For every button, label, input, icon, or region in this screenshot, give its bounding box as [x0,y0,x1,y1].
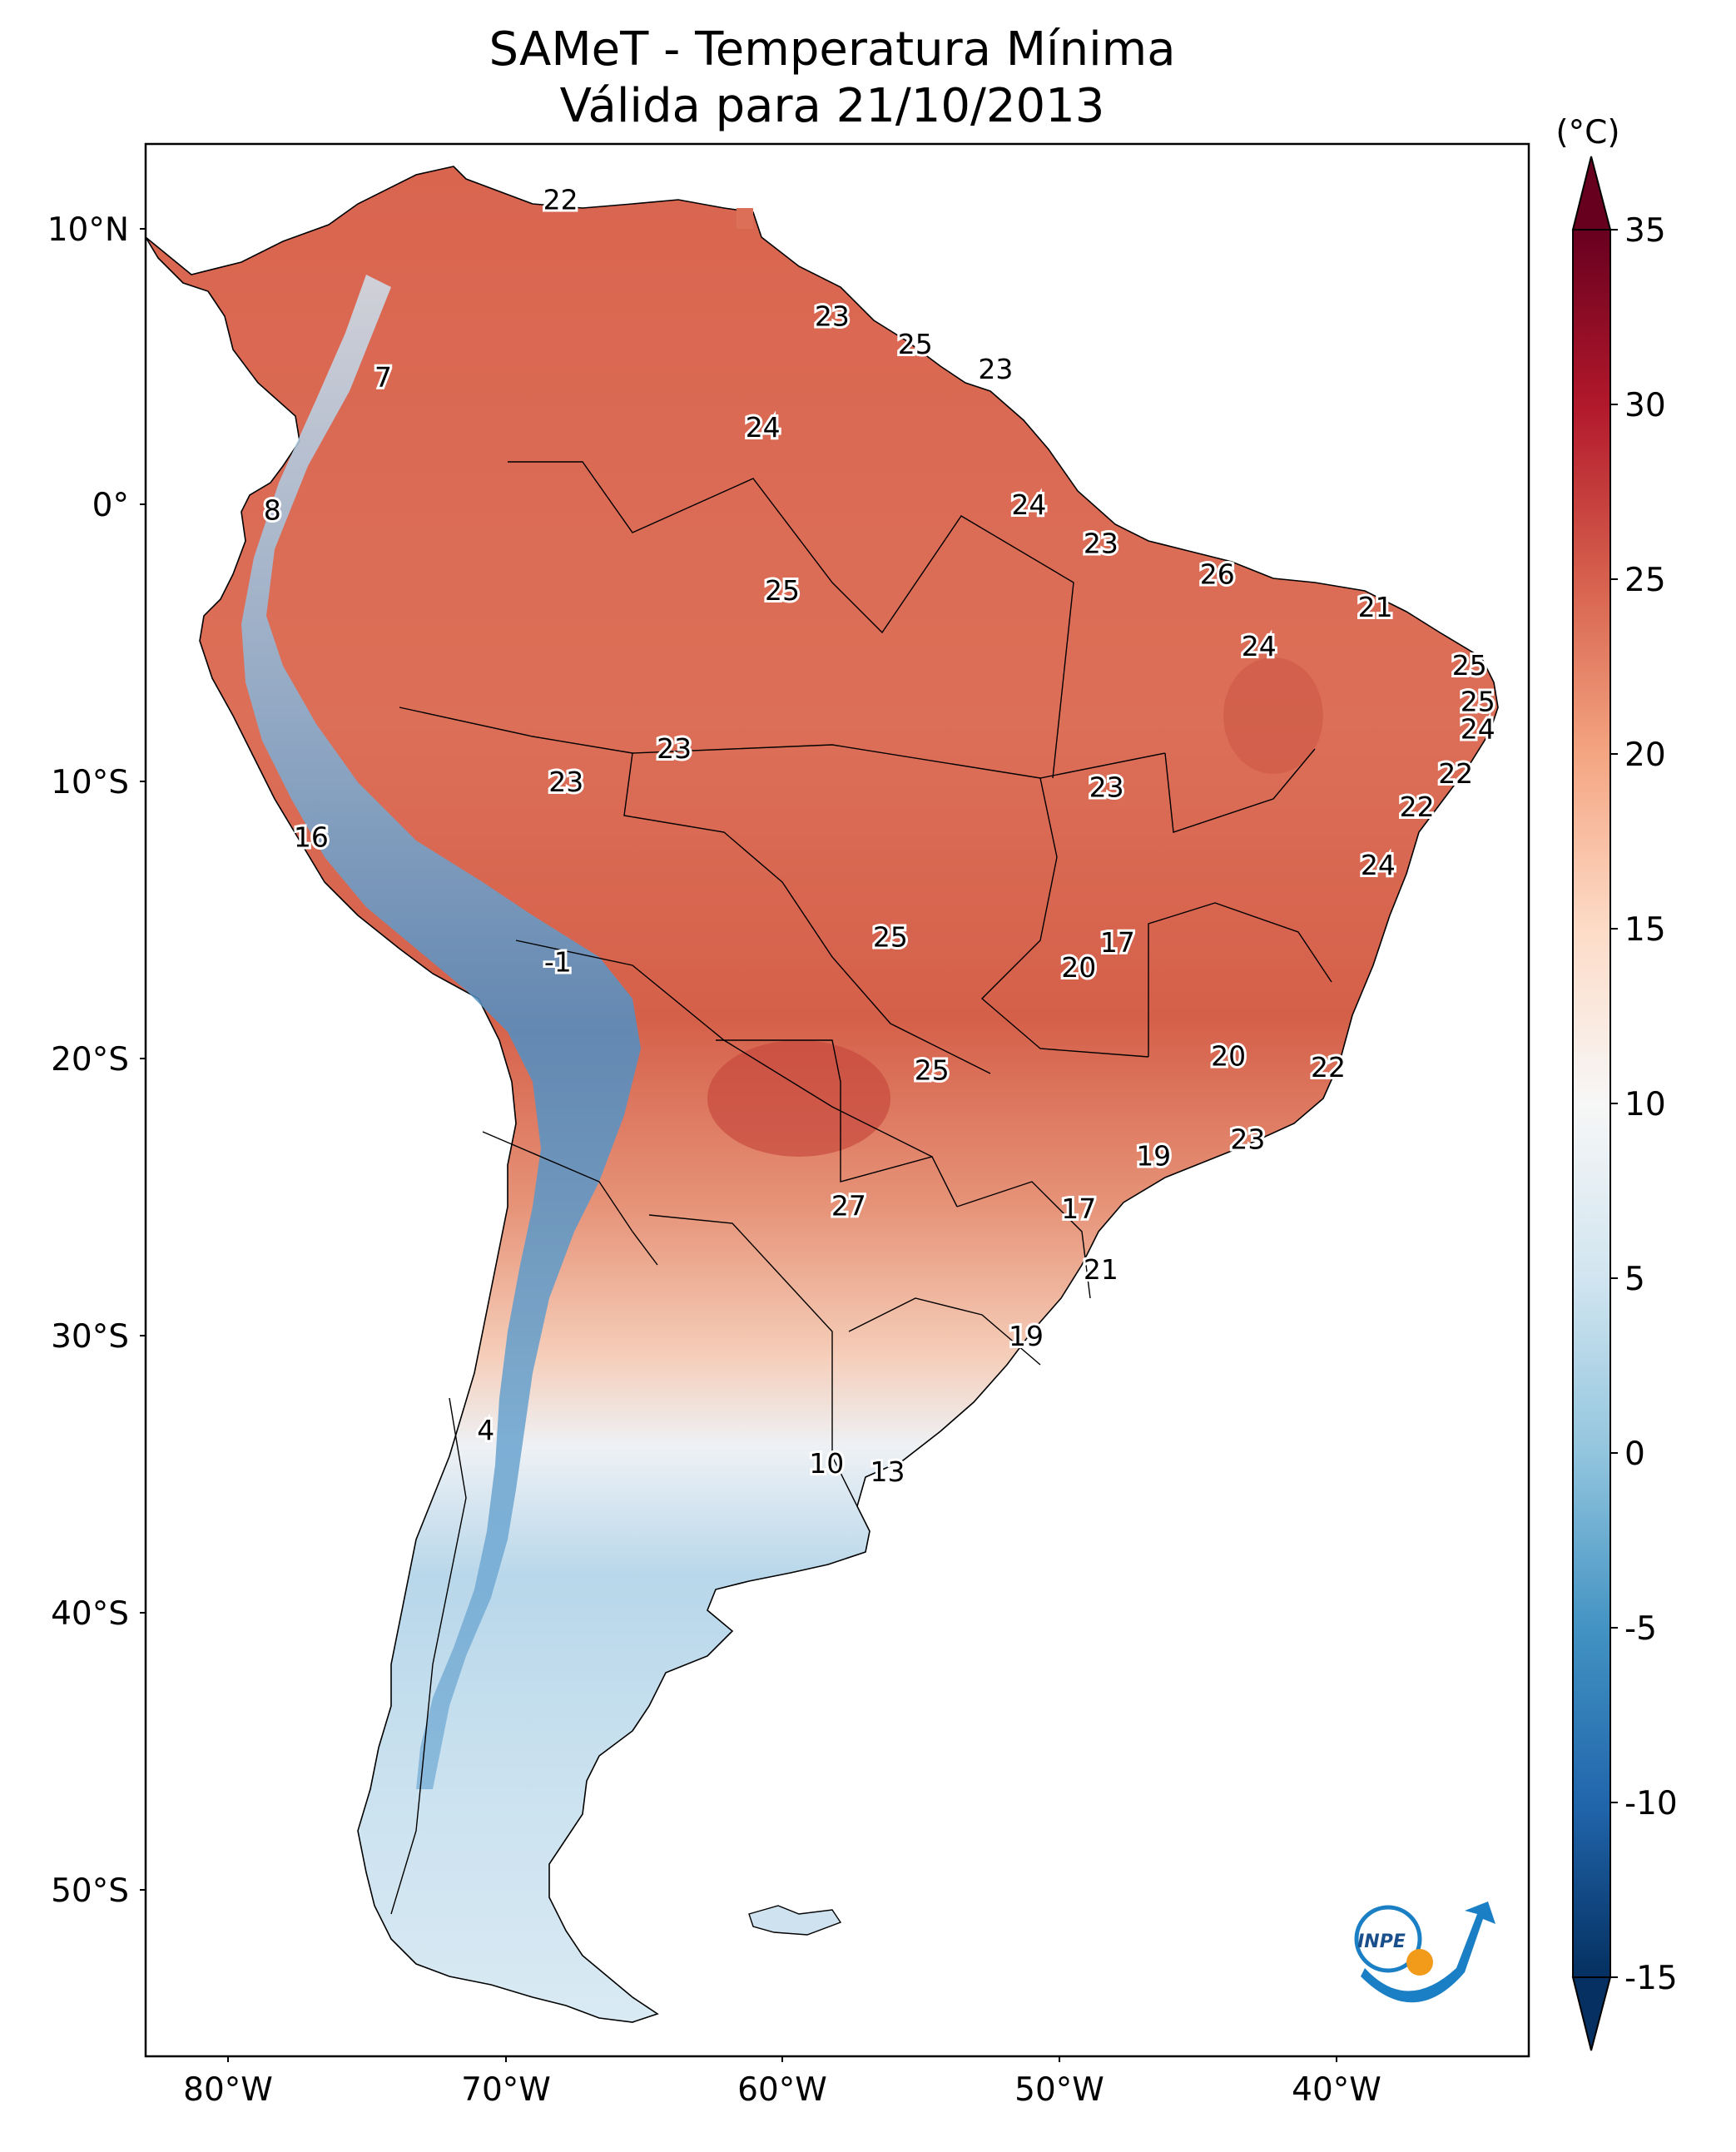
city-value-label: 25 [1461,685,1495,717]
city-value-label: 24 [1361,849,1396,881]
city-value-label: 8 [264,494,281,527]
city-value-label: 21 [1084,1253,1118,1286]
colorbar-bottom-extension [1571,1976,1612,2051]
inpe-logo-text: INPE [1357,1931,1406,1952]
city-value-label: 13 [870,1455,905,1488]
city-value-label: 27 [831,1190,866,1222]
city-value-label: 22 [1311,1051,1346,1083]
warm-core-region [707,1040,890,1157]
city-value-label: 25 [898,328,933,360]
lat-tick-label: 40°S [51,1595,129,1633]
city-value-label: 23 [1230,1123,1265,1156]
colorbar-tick-label: 15 [1624,911,1666,949]
city-value-label: 16 [294,821,329,854]
lat-tick-label: 0° [92,487,129,524]
city-value-label: 24 [1242,630,1277,662]
falkland-islands [748,1905,842,1936]
lat-tick-label: 10°N [47,211,129,249]
city-value-label: 25 [765,574,800,607]
city-value-label: 23 [548,766,583,798]
city-value-label: 25 [1452,649,1487,682]
colorbar-tick-label: 30 [1624,387,1666,424]
colorbar: (°C) 35 30 25 20 15 10 5 0 -5 -10 -15 [1555,114,1678,2051]
colorbar-tick-label: 5 [1624,1261,1645,1298]
lon-tick-label: 80°W [183,2071,273,2109]
andes-cold-region [241,275,641,1789]
caribbean-islands [737,208,753,229]
colorbar-tick-label: 20 [1624,736,1666,774]
lat-tick-label: 10°S [51,764,129,801]
city-value-label: 20 [1061,951,1096,984]
city-value-label: 17 [1100,926,1135,959]
city-value-label: 22 [1400,791,1435,823]
map-subtitle: Válida para 21/10/2013 [559,79,1105,133]
colorbar-tick-label: 25 [1624,562,1666,599]
lat-tick-label: 50°S [51,1872,129,1910]
lon-tick-label: 60°W [737,2071,827,2109]
lat-tick-label: 20°S [51,1041,129,1078]
colorbar-body [1572,229,1611,1978]
colorbar-tick-label: -5 [1624,1610,1657,1648]
city-value-label: 19 [1009,1320,1044,1352]
city-value-label: 23 [657,732,692,765]
city-value-label: 20 [1211,1040,1246,1073]
city-value-label: 10 [809,1447,844,1480]
lat-tick-label: 30°S [51,1318,129,1356]
lon-tick-label: 70°W [461,2071,551,2109]
city-value-label: 17 [1061,1193,1096,1225]
colorbar-tick-label: -10 [1624,1785,1678,1822]
city-value-label: 26 [1200,558,1235,590]
lon-tick-label: 40°W [1292,2071,1381,2109]
longitude-axis: 80°W 70°W 60°W 50°W 40°W [183,2056,1381,2109]
colorbar-tick-label: -15 [1624,1960,1678,1997]
city-value-label: 22 [1438,757,1473,790]
map-title: SAMeT - Temperatura Mínima [489,22,1176,77]
inpe-logo: INPE [1354,1902,1495,2003]
colorbar-tick-label: 35 [1624,212,1666,250]
city-value-label: 24 [746,411,781,444]
colorbar-tick-label: 10 [1624,1086,1666,1123]
city-value-label: 7 [374,361,392,394]
lon-tick-label: 50°W [1014,2071,1104,2109]
country-state-borders [390,461,1332,1915]
warm-northeast-region [1223,657,1323,774]
city-value-label: 4 [477,1414,494,1446]
city-value-label: 23 [978,353,1013,385]
city-value-label: 23 [815,300,850,333]
city-value-label: 21 [1358,591,1393,623]
city-value-label: 23 [1089,771,1124,804]
colorbar-unit: (°C) [1555,114,1619,151]
colorbar-tick-label: 0 [1624,1435,1645,1473]
city-value-label: 22 [543,184,578,216]
city-value-label: 24 [1461,713,1495,746]
city-value-label: 25 [873,921,908,954]
latitude-axis: 10°N 0° 10°S 20°S 30°S 40°S 50°S [47,211,146,1910]
city-value-label: 25 [915,1054,950,1086]
city-value-label: 23 [1084,528,1118,560]
city-value-label: 24 [1011,488,1046,521]
colorbar-ticks: 35 30 25 20 15 10 5 0 -5 -10 -15 [1610,212,1678,1997]
city-value-label: 19 [1136,1140,1171,1173]
city-value-label: -1 [544,945,572,978]
colorbar-top-extension [1571,156,1612,231]
